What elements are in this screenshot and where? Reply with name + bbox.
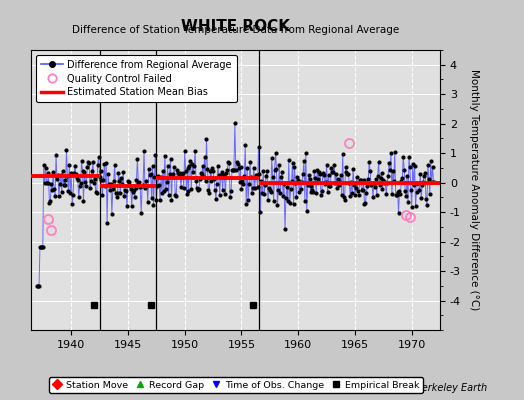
Text: Difference of Station Temperature Data from Regional Average: Difference of Station Temperature Data f…: [72, 25, 399, 35]
Title: WHITE ROCK: WHITE ROCK: [181, 18, 290, 34]
Text: Berkeley Earth: Berkeley Earth: [415, 383, 487, 393]
Legend: Station Move, Record Gap, Time of Obs. Change, Empirical Break: Station Move, Record Gap, Time of Obs. C…: [49, 377, 423, 393]
Y-axis label: Monthly Temperature Anomaly Difference (°C): Monthly Temperature Anomaly Difference (…: [470, 69, 479, 311]
Legend: Difference from Regional Average, Quality Control Failed, Estimated Station Mean: Difference from Regional Average, Qualit…: [36, 55, 237, 102]
